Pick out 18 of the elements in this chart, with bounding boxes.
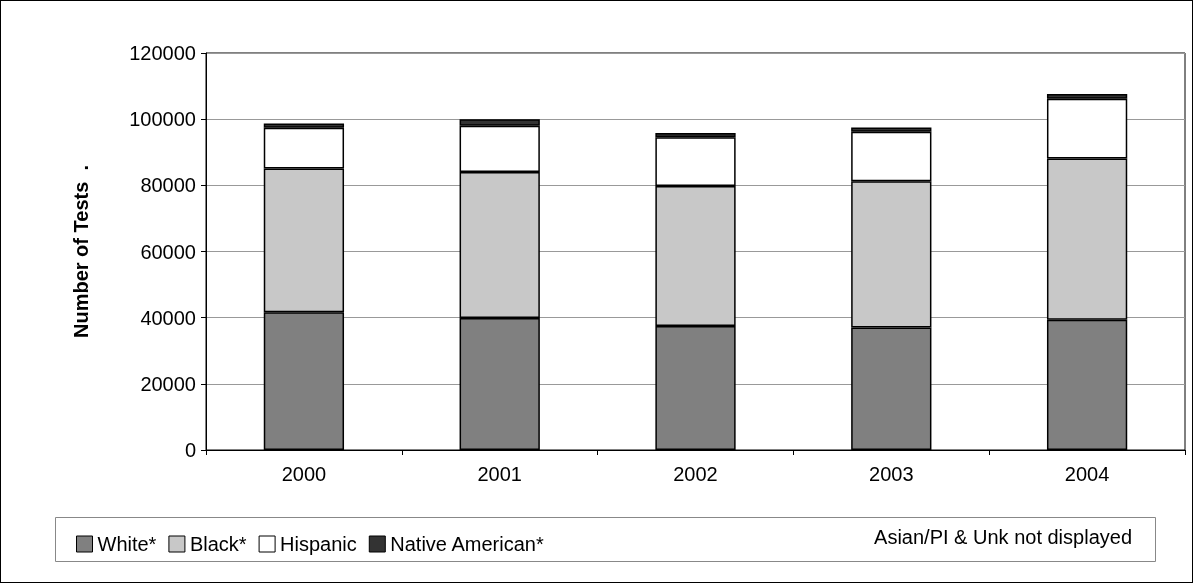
y-tick-label: 20000 [140, 372, 196, 395]
x-tick-label: 2004 [1064, 463, 1110, 485]
x-tick-label: 2000 [281, 463, 327, 485]
legend-label: Native American* [390, 533, 544, 555]
x-tick-label: 2003 [869, 463, 914, 485]
y-tick-label: 40000 [140, 306, 196, 329]
x-tick-label: 2001 [477, 463, 522, 485]
y-tick-label: 80000 [140, 174, 196, 197]
y-tick-label: 100000 [129, 108, 196, 131]
x-tick-label: 2002 [673, 463, 718, 485]
legend-label: Black* [189, 533, 247, 555]
y-tick-label: 0 [184, 439, 196, 461]
y-axis-title: Number of Tests . [70, 165, 92, 338]
text: Asian/PI & Unk not displayed [874, 526, 1132, 548]
y-tick-label: 120000 [129, 42, 196, 64]
legend-label: White* [97, 533, 157, 555]
legend-label: Hispanic [280, 533, 357, 555]
y-tick-label: 60000 [140, 240, 196, 263]
